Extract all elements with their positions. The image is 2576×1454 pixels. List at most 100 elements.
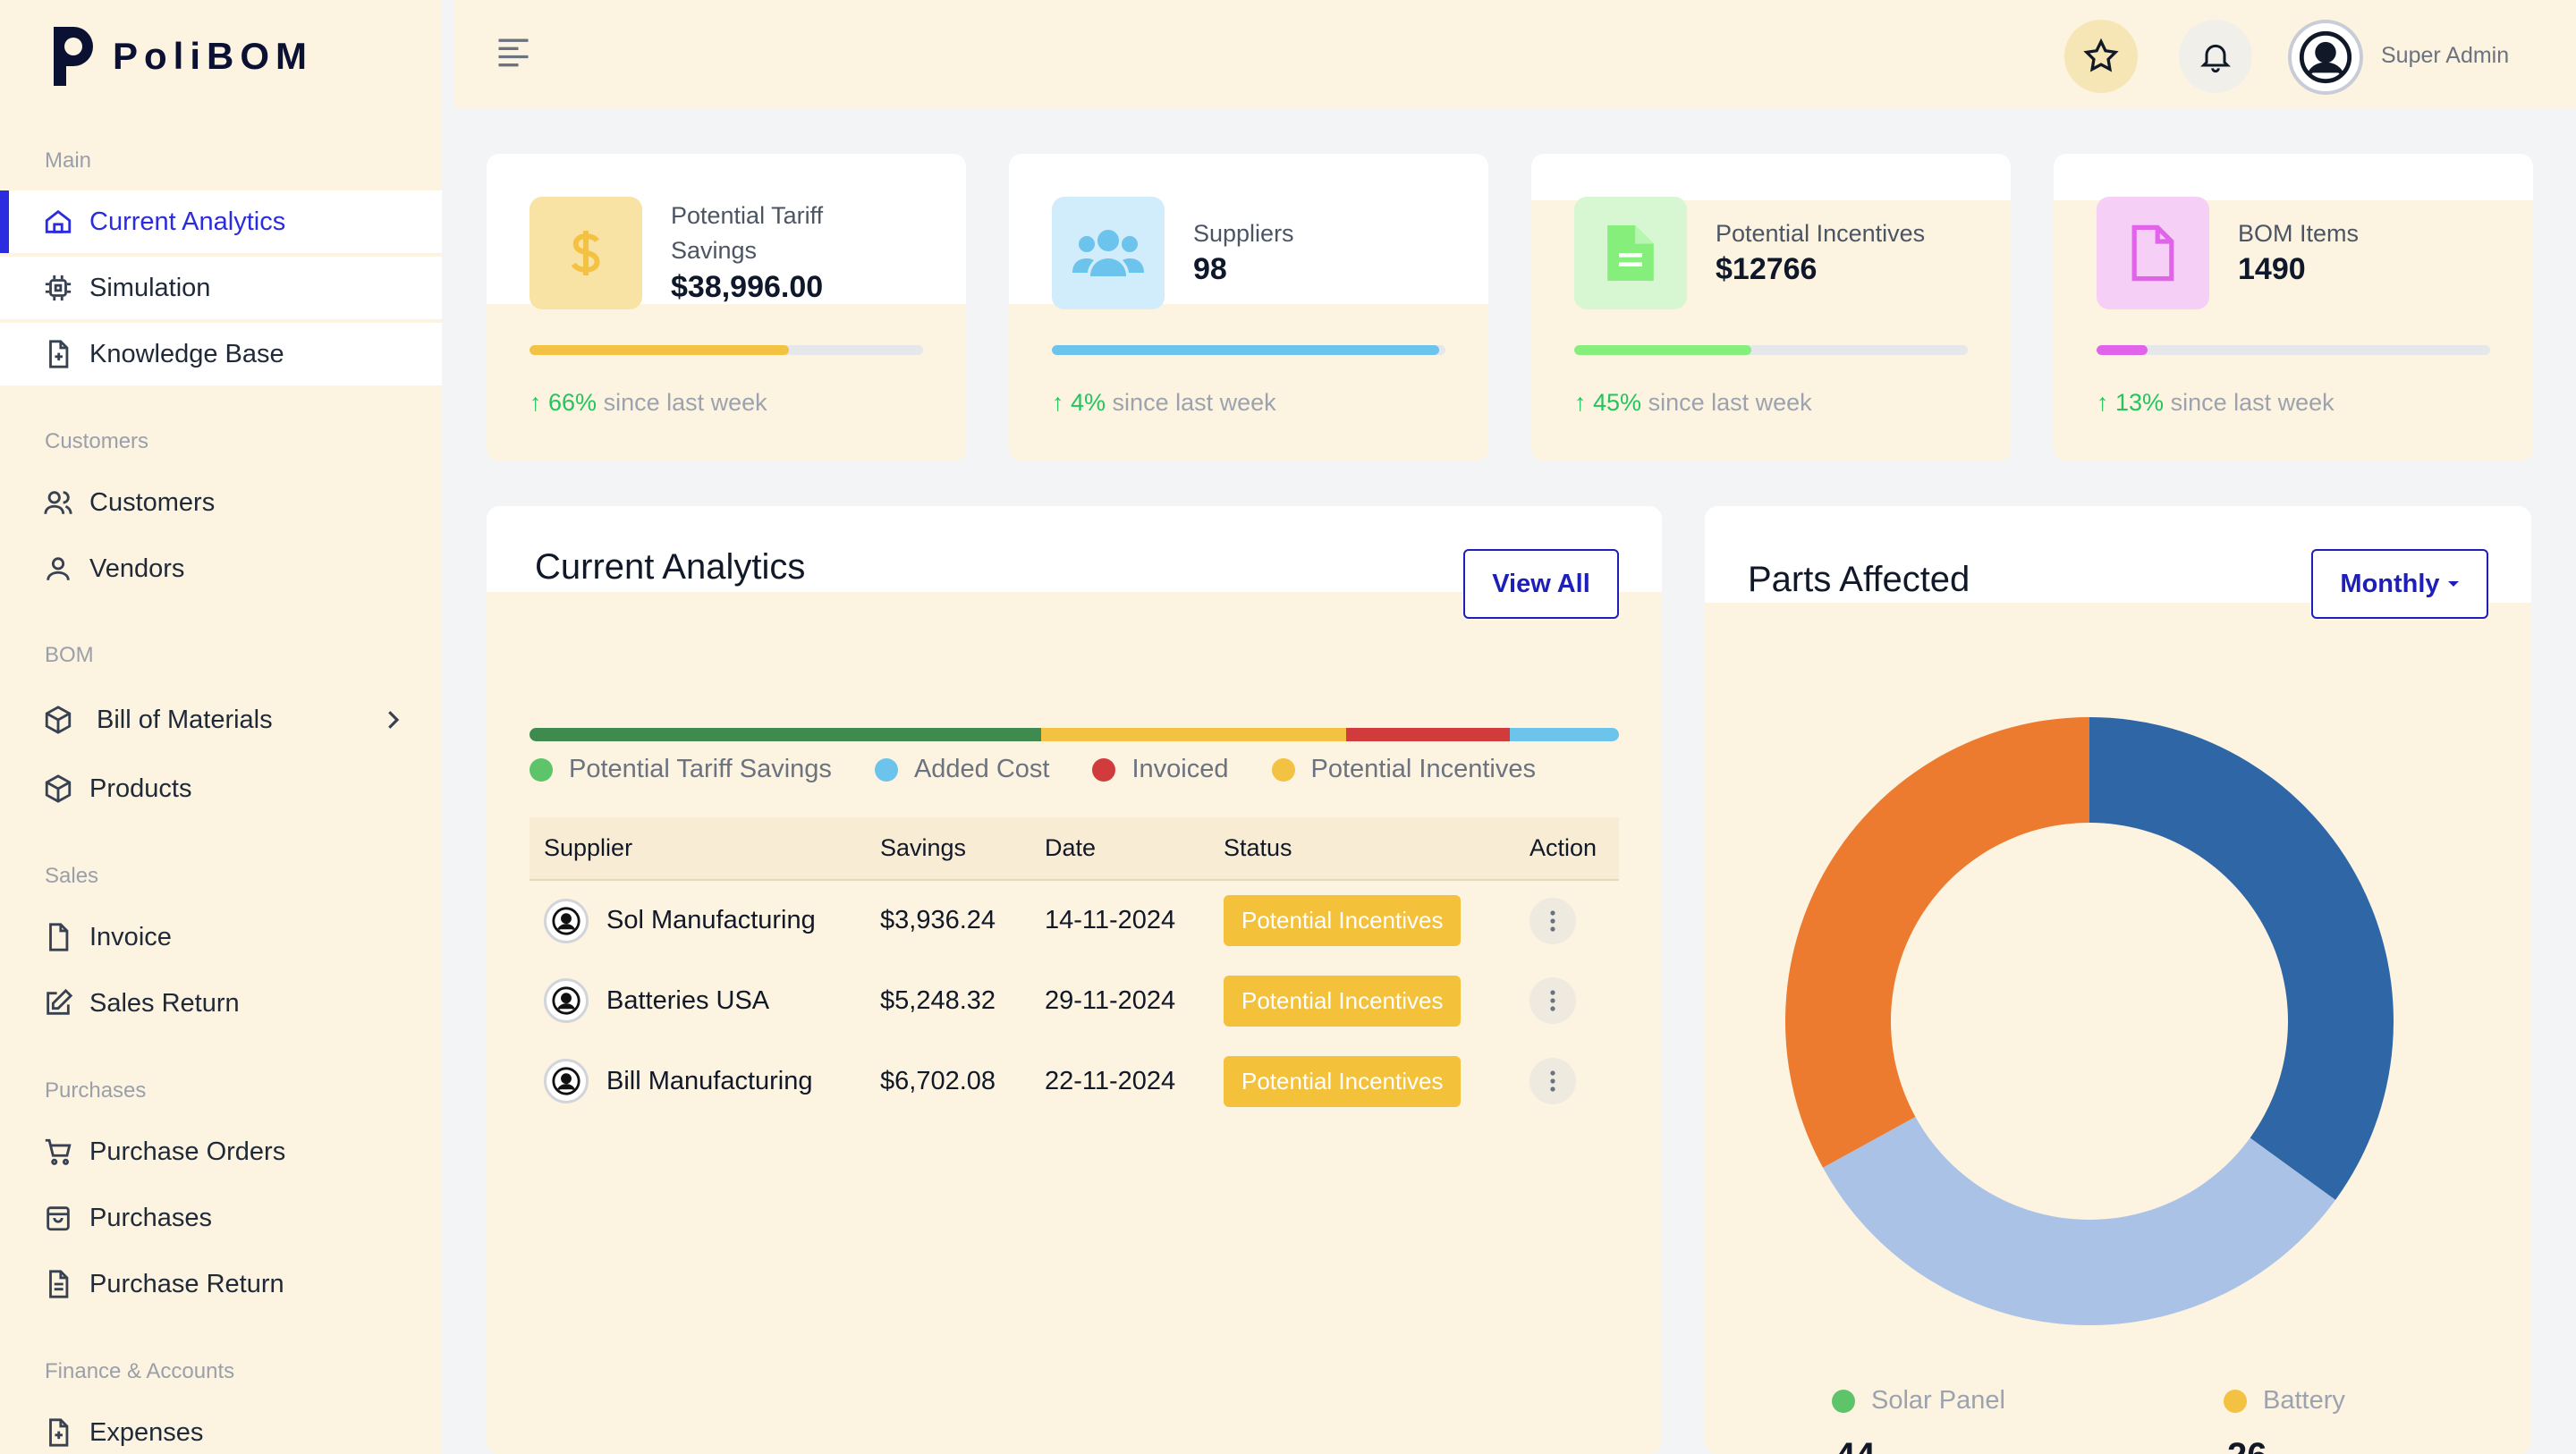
more-vertical-icon: [1550, 1070, 1555, 1092]
row-actions-button[interactable]: [1530, 977, 1576, 1024]
sidebar-item-label: Bill of Materials: [97, 705, 273, 734]
sidebar-item-expenses[interactable]: Expenses: [0, 1401, 442, 1454]
chevron-right-icon[interactable]: [379, 706, 406, 733]
legend-item: Potential Incentives: [1271, 755, 1536, 784]
trend-up-icon: ↑: [1574, 389, 1594, 416]
view-all-button[interactable]: View All: [1463, 549, 1619, 619]
legend-item: Added Cost: [874, 755, 1049, 784]
parts-donut-chart: [1785, 717, 2394, 1325]
table-row[interactable]: Sol Manufacturing $3,936.24 14-11-2024 P…: [530, 880, 1619, 960]
nav-section-finance: Finance & Accounts: [45, 1359, 235, 1383]
notifications-button[interactable]: [2179, 20, 2252, 93]
polibom-logo-icon: [54, 27, 93, 86]
sidebar-item-current-analytics[interactable]: Current Analytics: [0, 190, 442, 253]
nav-section-customers: Customers: [45, 429, 149, 453]
sidebar-item-label: Customers: [89, 487, 216, 517]
brand-logo[interactable]: PoliBOM: [47, 20, 313, 93]
table-row[interactable]: Bill Manufacturing $6,702.08 22-11-2024 …: [530, 1041, 1619, 1121]
home-icon: [43, 207, 73, 237]
column-header-supplier[interactable]: Supplier: [530, 817, 866, 881]
sidebar-item-label: Expenses: [89, 1417, 204, 1447]
legend-label: Potential Incentives: [1310, 755, 1536, 783]
stat-trend: ↑ 13% since last week: [2097, 389, 2334, 417]
supplier-cell: Batteries USA: [530, 960, 866, 1041]
stat-value: $12766: [1716, 252, 1818, 286]
sidebar-item-customers[interactable]: Customers: [0, 471, 442, 534]
sidebar-item-sales-return[interactable]: Sales Return: [0, 972, 442, 1035]
sidebar-item-purchase-orders[interactable]: Purchase Orders: [0, 1120, 442, 1183]
user-avatar[interactable]: [2288, 20, 2363, 95]
legend-dot: [874, 757, 898, 782]
sidebar-item-label: Products: [89, 773, 192, 803]
sidebar-item-purchases[interactable]: Purchases: [0, 1187, 442, 1249]
stat-card-bom-items: BOM Items 1490 ↑ 13% since last week: [2054, 154, 2533, 461]
file-plus-icon: [43, 1417, 73, 1448]
analytics-legend: Potential Tariff Savings Added Cost Invo…: [530, 755, 1579, 784]
row-actions-button[interactable]: [1530, 897, 1576, 944]
column-header-date[interactable]: Date: [1030, 817, 1209, 881]
users-icon: [1072, 230, 1144, 276]
nav-section-main: Main: [45, 148, 92, 173]
table-row[interactable]: Batteries USA $5,248.32 29-11-2024 Poten…: [530, 960, 1619, 1041]
panel-title: Current Analytics: [535, 547, 806, 587]
sidebar-item-invoice[interactable]: Invoice: [0, 906, 442, 968]
donut-slice[interactable]: [1823, 1116, 2336, 1325]
trend-up-icon: ↑: [1052, 389, 1072, 416]
supplier-name: Sol Manufacturing: [606, 906, 816, 934]
legend-value-battery: 26: [2227, 1436, 2267, 1454]
stat-progress-fill: [1052, 345, 1440, 355]
savings-cell: $6,702.08: [880, 1066, 996, 1095]
sidebar-item-simulation[interactable]: Simulation: [0, 257, 442, 319]
trend-up-icon: ↑: [530, 389, 549, 416]
user-icon: [43, 554, 73, 584]
nav-section-bom: BOM: [45, 643, 94, 667]
supplier-avatar-icon: [544, 978, 589, 1023]
status-cell: Potential Incentives: [1209, 960, 1515, 1041]
username-label[interactable]: Super Admin: [2381, 43, 2510, 68]
sidebar-item-knowledge-base[interactable]: Knowledge Base: [0, 323, 442, 385]
period-dropdown-label: Monthly: [2340, 569, 2440, 598]
status-cell: Potential Incentives: [1209, 1041, 1515, 1121]
donut-slice[interactable]: [1785, 717, 2089, 1168]
stat-icon-box: [1574, 197, 1687, 309]
stacked-bar-segment: [1041, 728, 1347, 741]
donut-slice[interactable]: [2089, 717, 2394, 1200]
favorites-button[interactable]: [2064, 20, 2138, 93]
stat-trend: ↑ 4% since last week: [1052, 389, 1276, 417]
sidebar-item-purchase-return[interactable]: Purchase Return: [0, 1253, 442, 1315]
sidebar-item-bill-of-materials[interactable]: Bill of Materials: [0, 689, 442, 751]
legend-dot: [530, 757, 553, 782]
date-cell: 22-11-2024: [1045, 1066, 1176, 1095]
edit-icon: [43, 988, 73, 1019]
sidebar-item-products[interactable]: Products: [0, 757, 442, 820]
period-dropdown[interactable]: Monthly: [2311, 549, 2488, 619]
sidebar-item-label: Purchases: [89, 1203, 213, 1232]
stat-label: Suppliers: [1193, 220, 1294, 247]
stat-label: BOM Items: [2238, 220, 2360, 247]
legend-dot: [1832, 1389, 1855, 1413]
star-icon: [2083, 38, 2119, 72]
stat-card-tariff-savings: Potential Tariff Savings $38,996.00 ↑ 66%…: [487, 154, 966, 461]
legend-item-battery: Battery: [2224, 1386, 2345, 1416]
supplier-avatar-icon: [544, 1059, 589, 1103]
menu-toggle-icon[interactable]: [494, 32, 533, 72]
sidebar-item-vendors[interactable]: Vendors: [0, 537, 442, 600]
sidebar-item-label: Vendors: [89, 554, 185, 583]
file-icon: [2131, 224, 2174, 282]
stat-progress-fill: [1574, 345, 1751, 355]
legend-item-solar-panel: Solar Panel: [1832, 1386, 2005, 1416]
trend-percent: 45%: [1593, 389, 1642, 416]
legend-label: Potential Tariff Savings: [569, 755, 832, 783]
stat-value: $38,996.00: [671, 270, 824, 304]
supplier-cell: Bill Manufacturing: [530, 1041, 866, 1121]
legend-item: Invoiced: [1092, 755, 1229, 784]
action-cell: [1515, 1041, 1619, 1121]
column-header-savings[interactable]: Savings: [866, 817, 1030, 881]
file-icon: [43, 922, 73, 952]
column-header-status[interactable]: Status: [1209, 817, 1515, 881]
more-vertical-icon: [1550, 909, 1555, 932]
more-vertical-icon: [1550, 990, 1555, 1011]
trend-percent: 66%: [548, 389, 597, 416]
row-actions-button[interactable]: [1530, 1058, 1576, 1104]
users-icon: [43, 487, 73, 518]
